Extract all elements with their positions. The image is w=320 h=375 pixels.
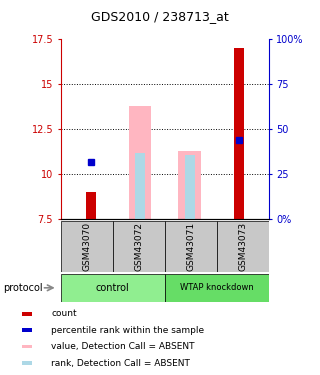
Bar <box>85 192 96 219</box>
Bar <box>22 312 32 316</box>
Text: rank, Detection Call = ABSENT: rank, Detection Call = ABSENT <box>51 358 190 368</box>
Text: GSM43073: GSM43073 <box>238 222 247 271</box>
Bar <box>129 106 151 219</box>
Text: value, Detection Call = ABSENT: value, Detection Call = ABSENT <box>51 342 195 351</box>
Text: percentile rank within the sample: percentile rank within the sample <box>51 326 204 335</box>
Bar <box>61 221 113 272</box>
Bar <box>61 274 165 302</box>
Text: GSM43071: GSM43071 <box>186 222 195 271</box>
Bar <box>234 48 244 219</box>
Text: count: count <box>51 309 77 318</box>
Bar <box>113 221 165 272</box>
Text: WTAP knockdown: WTAP knockdown <box>180 284 254 292</box>
Text: control: control <box>96 283 130 293</box>
Bar <box>22 361 32 365</box>
Text: protocol: protocol <box>3 283 43 293</box>
Bar <box>135 153 145 219</box>
Text: GSM43070: GSM43070 <box>82 222 91 271</box>
Bar <box>22 328 32 332</box>
Bar <box>22 345 32 348</box>
Bar <box>217 221 269 272</box>
Text: GSM43072: GSM43072 <box>134 222 143 271</box>
Text: GDS2010 / 238713_at: GDS2010 / 238713_at <box>91 10 229 23</box>
Bar <box>165 221 217 272</box>
Bar <box>179 151 201 219</box>
Bar <box>165 274 269 302</box>
Bar <box>185 154 195 219</box>
